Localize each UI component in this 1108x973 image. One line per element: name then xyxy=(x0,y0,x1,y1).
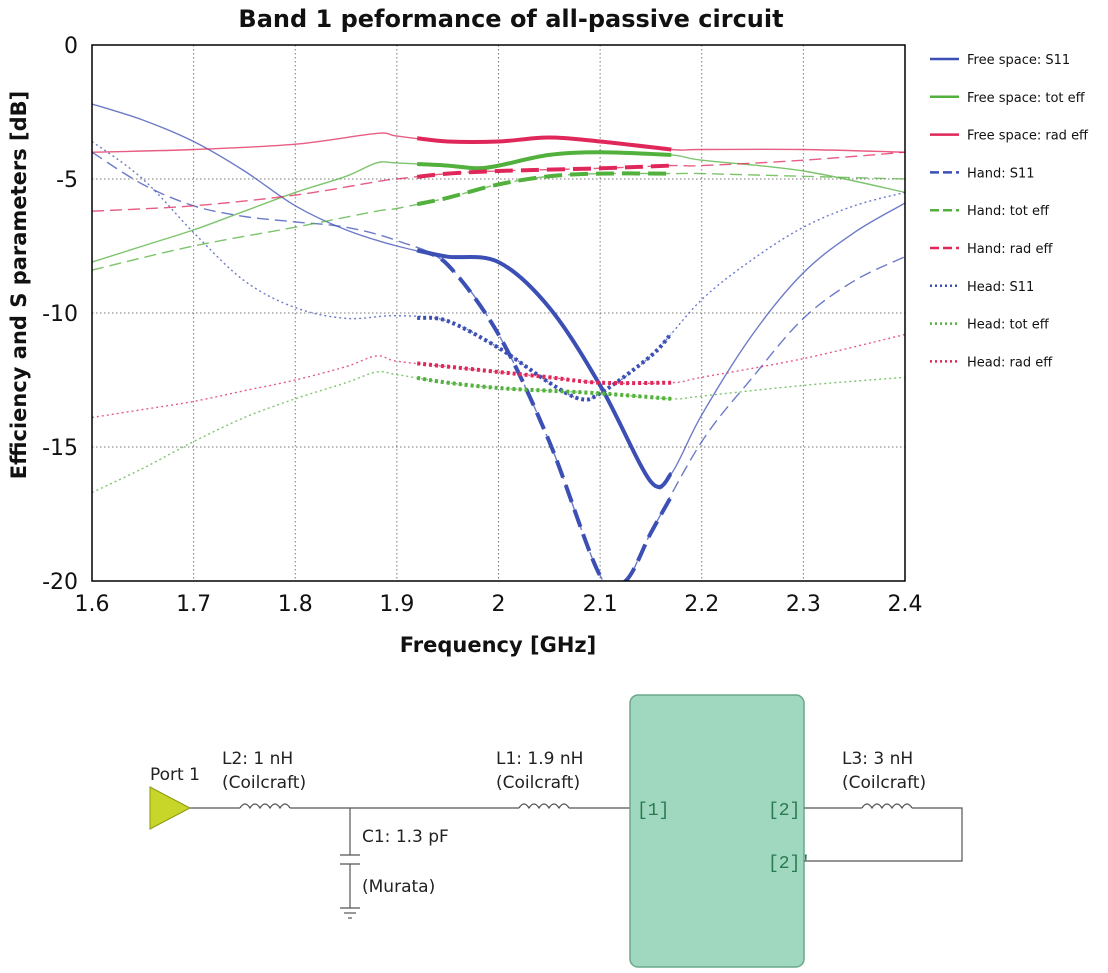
x-tick-label: 2.2 xyxy=(684,592,719,617)
block-port-2b-label: [2]' xyxy=(768,854,811,874)
antenna-block xyxy=(629,694,805,968)
l1-label: L1: 1.9 nH xyxy=(496,749,583,769)
series-band-hand-s11 xyxy=(416,248,674,581)
l3-sub-label: (Coilcraft) xyxy=(842,773,926,793)
y-tick-label: -15 xyxy=(42,436,78,461)
grid xyxy=(92,45,905,581)
series-band-free-space-rad-eff xyxy=(416,135,672,152)
series-band-hand-tot-eff xyxy=(416,171,672,207)
y-tick-label: -10 xyxy=(42,302,78,327)
series-band-hand-rad-eff xyxy=(416,163,672,179)
series-line-head-tot-eff xyxy=(92,370,905,494)
series-line-head-rad-eff xyxy=(92,333,905,419)
series-layer xyxy=(92,103,905,581)
x-tick-labels: 1.6 1.7 1.8 1.9 2 2.1 2.2 2.3 2.4 xyxy=(75,592,923,617)
x-tick-label: 2 xyxy=(492,592,506,617)
y-axis-label: Efficiency and S parameters [dB] xyxy=(7,91,31,480)
l2-sub-label: (Coilcraft) xyxy=(222,773,306,793)
legend-label-free-space-tot-eff: Free space: tot eff xyxy=(967,91,1086,106)
plot-frame xyxy=(91,44,906,582)
series-band-head-tot-eff xyxy=(416,375,672,401)
l2-inductor-icon xyxy=(239,803,291,810)
x-tick-label: 2.1 xyxy=(583,592,618,617)
y-tick-labels: 0 -5 -10 -15 -20 xyxy=(42,34,78,595)
block-port-2-label: [2] xyxy=(768,801,800,821)
x-tick-label: 2.4 xyxy=(888,592,923,617)
l1-inductor-icon xyxy=(518,803,570,810)
series-band-free-space-s11 xyxy=(416,248,673,489)
legend-label-head-tot-eff: Head: tot eff xyxy=(967,318,1050,333)
legend-label-hand-rad-eff: Hand: rad eff xyxy=(967,242,1053,257)
x-tick-label: 2.3 xyxy=(786,592,821,617)
y-tick-label: 0 xyxy=(64,34,78,59)
x-tick-label: 1.7 xyxy=(176,592,211,617)
legend-label-hand-s11: Hand: S11 xyxy=(967,166,1035,181)
block-port-1-label: [1] xyxy=(637,801,669,821)
circuit-diagram xyxy=(149,694,963,968)
chart-plot: 1.6 1.7 1.8 1.9 2 2.1 2.2 2.3 2.4 0 -5 -10 -15 -20 F… xyxy=(7,34,923,657)
x-tick-label: 1.6 xyxy=(75,592,110,617)
l3-label: L3: 3 nH xyxy=(842,749,913,769)
wire-right-loop xyxy=(804,807,963,862)
legend-label-free-space-s11: Free space: S11 xyxy=(967,53,1070,68)
y-tick-label: -20 xyxy=(42,570,78,595)
port-1-label: Port 1 xyxy=(150,765,200,785)
legend-label-head-rad-eff: Head: rad eff xyxy=(967,355,1053,370)
legend-label-head-s11: Head: S11 xyxy=(967,280,1034,295)
y-tick-label: -5 xyxy=(56,168,78,193)
chart-title: Band 1 peformance of all-passive circuit xyxy=(238,5,783,33)
series-band-head-rad-eff xyxy=(417,361,672,386)
x-axis-label: Frequency [GHz] xyxy=(400,633,596,657)
l3-inductor-icon xyxy=(861,803,913,810)
x-tick-label: 1.9 xyxy=(379,592,414,617)
legend: Free space: S11 Free space: tot eff Free s… xyxy=(930,53,1089,370)
legend-label-hand-tot-eff: Hand: tot eff xyxy=(967,204,1050,219)
port-1-icon xyxy=(149,786,192,830)
l2-label: L2: 1 nH xyxy=(222,749,293,769)
l1-sub-label: (Coilcraft) xyxy=(496,773,580,793)
series-band-free-space-tot-eff xyxy=(417,150,672,171)
x-tick-label: 1.8 xyxy=(278,592,313,617)
c1-label: C1: 1.3 pF xyxy=(362,827,449,847)
legend-label-free-space-rad-eff: Free space: rad eff xyxy=(967,129,1089,144)
c1-sub-label: (Murata) xyxy=(362,877,435,897)
